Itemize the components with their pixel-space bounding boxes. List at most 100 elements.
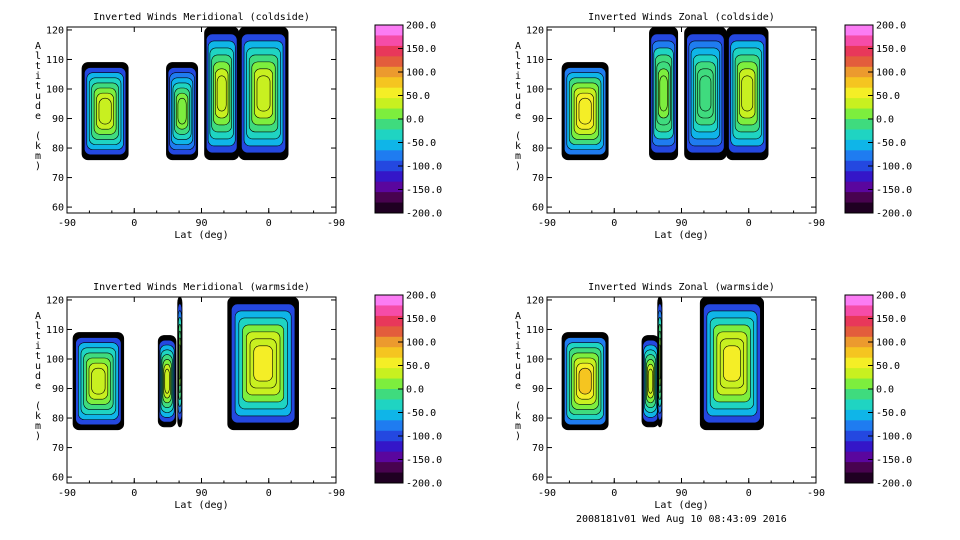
colorbar-tick-label: 150.0	[406, 314, 436, 325]
run-footer: 2008181v01 Wed Aug 10 08:43:09 2016	[576, 514, 787, 525]
x-tick-label: 0	[611, 218, 617, 229]
contour-region	[216, 75, 227, 112]
colorbar-swatch	[845, 139, 873, 151]
y-axis-label-char: t	[35, 331, 41, 342]
colorbar-swatch	[375, 451, 403, 463]
colorbar-swatch	[375, 389, 403, 400]
y-axis-label-char: i	[35, 71, 41, 82]
colorbar-swatch	[375, 420, 403, 432]
colorbar-swatch	[375, 336, 403, 348]
colorbar-swatch	[375, 399, 403, 411]
contour-fill-group	[561, 27, 769, 161]
x-tick-label: 0	[131, 218, 137, 229]
chart-panel: Inverted Winds Meridional (coldside) -90 0…	[35, 12, 442, 241]
colorbar-tick-label: -200.0	[876, 209, 912, 220]
x-tick-label: 0	[611, 488, 617, 499]
colorbar-swatch	[845, 295, 873, 306]
y-axis-label-char: d	[35, 371, 41, 382]
y-axis-label-char: (	[515, 131, 521, 142]
y-axis-label-char: A	[35, 41, 41, 52]
colorbar-swatch	[375, 171, 403, 183]
x-tick-label: -90	[538, 218, 556, 229]
y-tick-label: 120	[46, 25, 64, 36]
x-tick-label: -90	[807, 218, 825, 229]
colorbar-swatch	[845, 87, 873, 99]
y-axis-label-char: u	[515, 361, 521, 372]
contour-region	[256, 75, 271, 112]
y-tick-label: 80	[52, 414, 64, 425]
y-tick-label: 100	[526, 355, 544, 366]
x-tick-label: 0	[131, 488, 137, 499]
x-tick-label: 0	[266, 218, 272, 229]
colorbar-swatch	[845, 441, 873, 453]
colorbar-swatch	[375, 472, 403, 484]
colorbar-swatch	[845, 181, 873, 193]
y-axis-label-char: (	[515, 401, 521, 412]
y-axis-label-char: m	[35, 151, 41, 162]
colorbar-swatch	[845, 347, 873, 359]
y-tick-label: 60	[532, 473, 544, 484]
y-axis-label-char: m	[515, 151, 521, 162]
colorbar-tick-label: -150.0	[876, 185, 912, 196]
y-tick-label: 100	[526, 85, 544, 96]
colorbar-swatch	[845, 472, 873, 484]
y-axis-label-char: t	[515, 61, 521, 72]
colorbar-swatch	[845, 160, 873, 172]
colorbar-swatch	[845, 45, 873, 57]
y-axis-label-char: k	[35, 411, 41, 422]
y-axis-label-char: )	[35, 161, 41, 172]
y-axis-label-char: k	[35, 141, 41, 152]
colorbar-tick-label: 150.0	[876, 44, 906, 55]
y-axis-label-char: e	[515, 381, 521, 392]
colorbar-swatch	[375, 357, 403, 369]
y-tick-label: 110	[46, 55, 64, 66]
colorbar-swatch	[375, 66, 403, 78]
y-axis-label-char: (	[35, 401, 41, 412]
colorbar-tick-label: -200.0	[876, 479, 912, 490]
y-tick-label: 90	[532, 114, 544, 125]
y-axis-label-char: (	[35, 131, 41, 142]
x-tick-label: -90	[327, 218, 345, 229]
colorbar-tick-label: 50.0	[406, 361, 430, 372]
x-tick-label: -90	[58, 218, 76, 229]
x-tick-label: -90	[327, 488, 345, 499]
x-axis-label: Lat (deg)	[654, 230, 708, 241]
contour-fill-group	[72, 297, 299, 431]
y-tick-label: 90	[52, 384, 64, 395]
colorbar-tick-label: 200.0	[876, 291, 906, 302]
contour-region	[253, 345, 273, 382]
x-tick-label: -90	[58, 488, 76, 499]
colorbar-swatch	[375, 181, 403, 193]
colorbar-swatch	[375, 315, 403, 327]
y-tick-label: 100	[46, 355, 64, 366]
y-axis-label-char: t	[515, 331, 521, 342]
y-axis-label-char: l	[515, 51, 521, 62]
y-tick-label: 70	[532, 443, 544, 454]
contour-fill-group	[81, 27, 289, 161]
colorbar-tick-label: 150.0	[876, 314, 906, 325]
y-axis-label-char: e	[35, 111, 41, 122]
contour-region	[647, 368, 654, 394]
y-axis-label-char: t	[515, 351, 521, 362]
colorbar-swatch	[375, 326, 403, 338]
x-axis-label: Lat (deg)	[174, 230, 228, 241]
colorbar-tick-label: -150.0	[406, 185, 442, 196]
colorbar-tick-label: -100.0	[406, 162, 442, 173]
colorbar-tick-label: 50.0	[876, 91, 900, 102]
colorbar-swatch	[375, 430, 403, 442]
colorbar-tick-label: 100.0	[876, 338, 906, 349]
y-axis-label-char: k	[515, 411, 521, 422]
colorbar-swatch	[845, 409, 873, 421]
y-tick-label: 110	[526, 55, 544, 66]
colorbar-tick-label: 0.0	[406, 115, 424, 126]
x-tick-label: -90	[807, 488, 825, 499]
colorbar-tick-label: 200.0	[406, 291, 436, 302]
colorbar-swatch	[375, 119, 403, 130]
y-axis-label-char: t	[35, 61, 41, 72]
y-tick-label: 110	[526, 325, 544, 336]
chart-title: Inverted Winds Meridional (coldside)	[93, 12, 310, 23]
colorbar-tick-label: 50.0	[876, 361, 900, 372]
